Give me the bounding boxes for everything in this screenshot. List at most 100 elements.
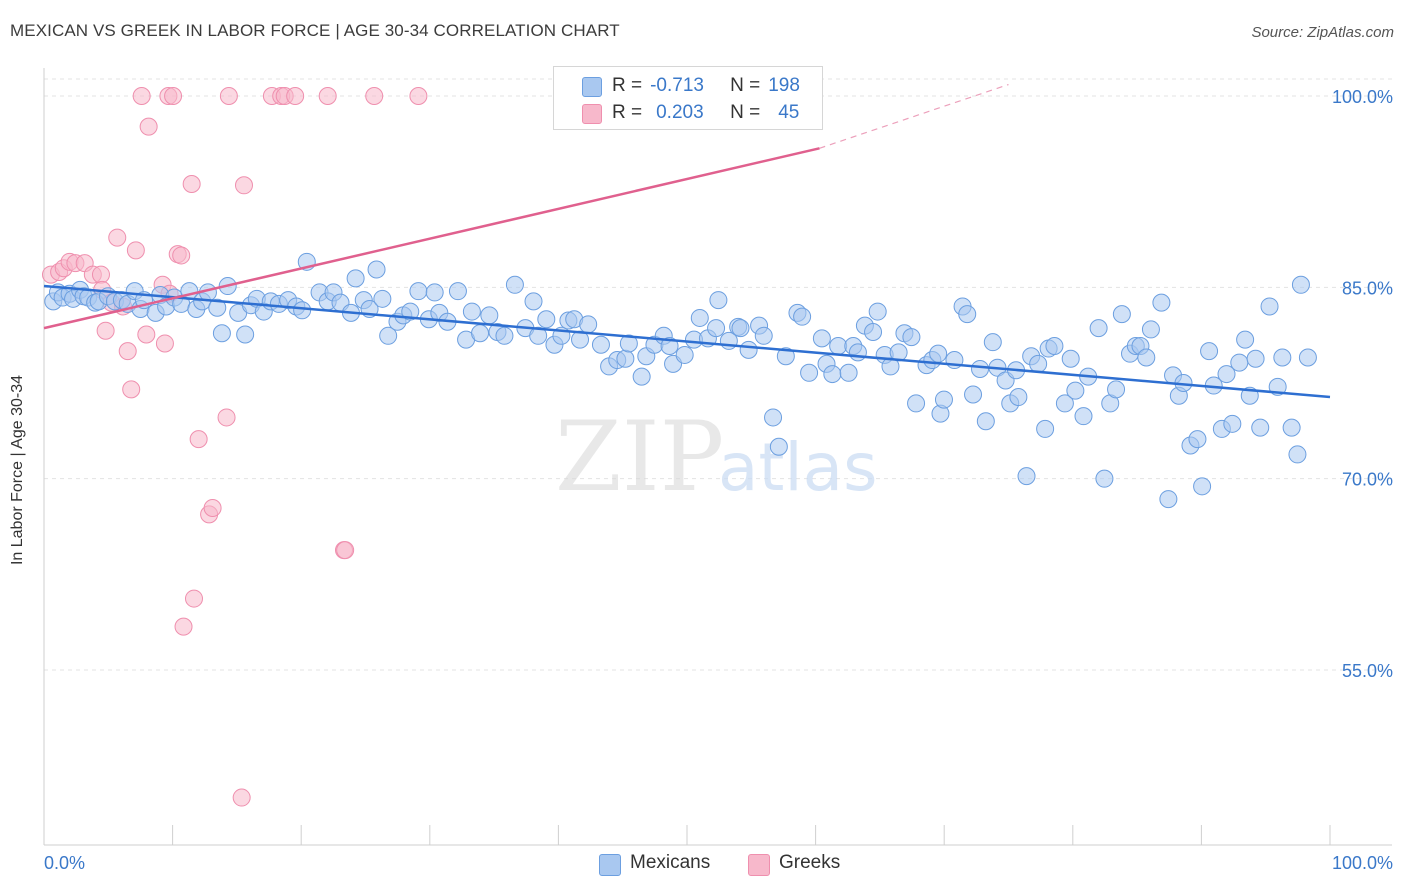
mexican-point bbox=[616, 349, 635, 368]
legend-n-value-mexicans: 198 bbox=[768, 75, 800, 96]
greek-point bbox=[108, 228, 127, 247]
mexican-point bbox=[373, 289, 392, 308]
greek-point bbox=[172, 246, 191, 265]
mexican-point bbox=[983, 333, 1002, 352]
mexican-point bbox=[1045, 337, 1064, 356]
mexican-point bbox=[1223, 414, 1242, 433]
greek-point bbox=[132, 87, 151, 105]
mexican-point bbox=[764, 408, 783, 427]
greek-point bbox=[217, 408, 236, 427]
mexican-point bbox=[346, 269, 365, 288]
mexican-point bbox=[293, 301, 312, 320]
mexican-point bbox=[812, 329, 831, 348]
mexican-point bbox=[1246, 349, 1265, 368]
legend-r-value-mexicans: -0.713 bbox=[650, 75, 704, 96]
mexican-point bbox=[1061, 349, 1080, 368]
mexican-point bbox=[1066, 381, 1085, 400]
greek-point bbox=[137, 325, 156, 344]
mexican-point bbox=[591, 335, 610, 354]
greek-point bbox=[174, 617, 193, 636]
mexican-point bbox=[1260, 297, 1279, 316]
mexican-point bbox=[709, 291, 728, 310]
x-tick-label-min: 0.0% bbox=[44, 853, 85, 873]
mexican-point bbox=[769, 437, 788, 456]
mexican-point bbox=[776, 347, 795, 366]
bottom-legend-mexicans: Mexicans bbox=[630, 852, 711, 873]
mexican-point bbox=[1288, 445, 1307, 464]
mexicans-trend-line bbox=[43, 284, 1331, 399]
mexican-point bbox=[690, 308, 709, 327]
tick-labels: 55.0% 70.0% 85.0% 100.0% 0.0% 100.0% bbox=[44, 87, 1393, 873]
legend-row-mexicans: R = -0.713 N = 198 bbox=[612, 72, 800, 100]
mexican-point bbox=[1089, 319, 1108, 338]
y-tick-label: 100.0% bbox=[1332, 87, 1393, 107]
gridlines bbox=[44, 78, 1392, 671]
mexican-point bbox=[1291, 275, 1310, 294]
mexican-point bbox=[462, 302, 481, 321]
greeks-trend-line bbox=[43, 147, 820, 330]
mexican-point bbox=[1009, 388, 1028, 407]
bottom-legend-greeks: Greeks bbox=[779, 852, 841, 873]
mexican-point bbox=[731, 319, 750, 338]
mexican-point bbox=[529, 326, 548, 345]
mexican-point bbox=[707, 319, 726, 338]
y-tick-label: 70.0% bbox=[1342, 470, 1393, 490]
axes bbox=[43, 68, 1392, 846]
mexican-point bbox=[367, 260, 386, 279]
mexican-point bbox=[505, 275, 524, 294]
mexican-point bbox=[495, 326, 514, 345]
bottom-legend-swatch-mexicans bbox=[599, 854, 621, 876]
mexican-point bbox=[1137, 348, 1156, 367]
greek-point bbox=[219, 87, 238, 105]
greek-point bbox=[365, 87, 384, 105]
greek-point bbox=[139, 117, 158, 136]
mexican-point bbox=[902, 328, 921, 347]
mexican-point bbox=[236, 325, 255, 344]
mexican-point bbox=[619, 334, 638, 353]
mexican-point bbox=[754, 326, 773, 345]
greeks-points bbox=[41, 87, 428, 807]
greek-point bbox=[203, 499, 222, 518]
mexican-point bbox=[864, 322, 883, 341]
mexican-point bbox=[958, 305, 977, 324]
mexican-point bbox=[471, 324, 490, 343]
greek-point bbox=[164, 87, 183, 105]
greek-point bbox=[409, 87, 428, 105]
mexican-point bbox=[425, 283, 444, 302]
mexican-point bbox=[1029, 354, 1048, 373]
mexican-point bbox=[537, 310, 556, 329]
legend-r-value-greeks: 0.203 bbox=[656, 102, 704, 123]
mexican-point bbox=[1112, 305, 1131, 324]
mexican-point bbox=[480, 306, 499, 325]
mexican-point bbox=[632, 367, 651, 386]
legend-swatch-mexicans bbox=[582, 77, 602, 97]
mexican-point bbox=[800, 363, 819, 382]
watermark-zip: ZIP bbox=[555, 401, 724, 513]
mexican-point bbox=[964, 385, 983, 404]
greek-point bbox=[182, 175, 201, 194]
mexican-point bbox=[1273, 348, 1292, 367]
mexican-point bbox=[1017, 467, 1036, 486]
mexican-point bbox=[1200, 342, 1219, 361]
legend-n-value-greeks: 45 bbox=[778, 102, 800, 123]
mexican-point bbox=[1152, 293, 1171, 312]
greek-point bbox=[234, 176, 253, 195]
mexican-point bbox=[1055, 394, 1074, 413]
x-tick-label-max: 100.0% bbox=[1332, 853, 1393, 873]
mexican-point bbox=[971, 359, 990, 378]
trend-lines bbox=[43, 83, 1331, 399]
legend-r-label: R = bbox=[612, 75, 643, 96]
correlation-legend: R = -0.713 N = 198 R = 0.203 N = 45 bbox=[553, 66, 823, 130]
mexican-point bbox=[739, 340, 758, 359]
mexican-point bbox=[1282, 418, 1301, 437]
mexican-point bbox=[579, 315, 598, 334]
mexican-point bbox=[1251, 418, 1270, 437]
mexican-point bbox=[839, 363, 858, 382]
greek-point bbox=[232, 788, 251, 807]
greek-point bbox=[336, 541, 355, 560]
mexican-point bbox=[1074, 407, 1093, 426]
legend-row-greeks: R = 0.203 N = 45 bbox=[612, 99, 799, 127]
mexican-point bbox=[660, 337, 679, 356]
mexican-point bbox=[1193, 477, 1212, 496]
legend-n-label: N = bbox=[730, 75, 761, 96]
